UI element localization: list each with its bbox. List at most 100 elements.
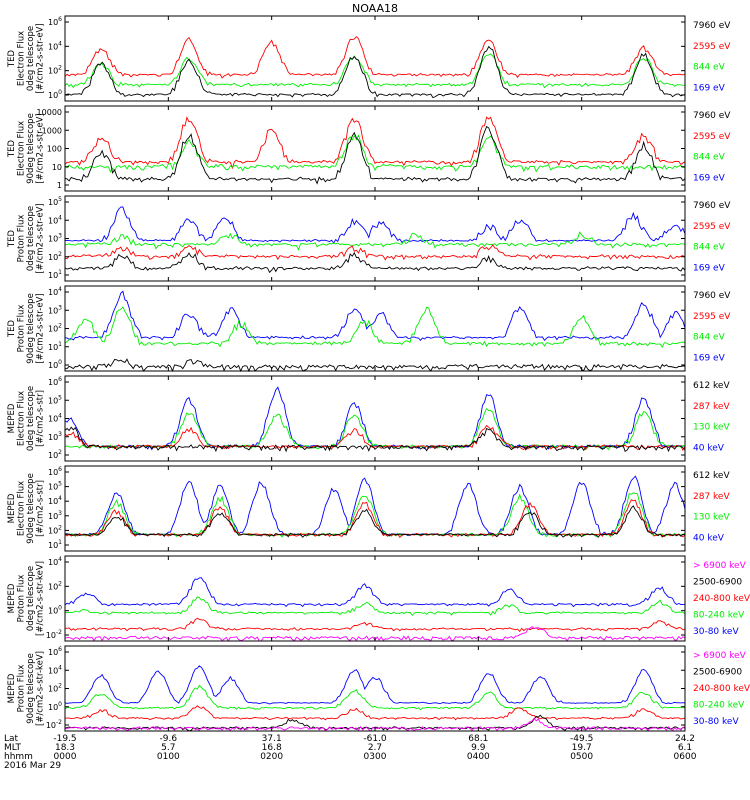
legend-entry: 130 keV — [693, 513, 730, 523]
series-black — [64, 505, 686, 538]
footer-value: 6.1 — [678, 743, 692, 753]
y-tick-label: 103 — [48, 304, 62, 315]
footer-value: 0500 — [570, 752, 593, 762]
plot-title: NOAA18 — [352, 2, 398, 15]
y-tick-label: 100 — [48, 359, 62, 370]
legend-entry: 844 eV — [693, 63, 726, 73]
legend-entry: 2595 eV — [693, 42, 731, 52]
legend-entry: 844 eV — [693, 243, 726, 253]
series-blue — [64, 386, 686, 451]
y-axis-label: TEDProton Flux90deg telescope[#/cm2-s-st… — [7, 293, 46, 364]
y-tick-label: 106 — [48, 466, 62, 477]
y-tick-label: 105 — [48, 481, 62, 492]
y-tick-label: 1 — [57, 181, 62, 190]
series-blue — [64, 290, 686, 342]
y-axis-label: MEPEDElectron Flux0deg telescope[#/cm2-s… — [7, 386, 46, 451]
legend-entry: 130 keV — [693, 423, 730, 433]
y-tick-label: 104 — [48, 495, 62, 506]
footer-value: 0100 — [157, 752, 180, 762]
series-blue — [64, 206, 686, 244]
footer-value: 37.1 — [262, 734, 282, 744]
y-tick-label: 106 — [48, 16, 62, 27]
y-tick-label: 103 — [48, 233, 62, 244]
legend-entry: 240-800 keV — [693, 594, 750, 604]
series-black — [64, 45, 686, 99]
legend-entry: 7960 eV — [693, 201, 731, 211]
y-tick-label: 104 — [48, 664, 62, 675]
y-tick-label: 10000 — [37, 108, 62, 117]
legend-entry: 169 eV — [693, 173, 726, 183]
legend-entry: 2595 eV — [693, 312, 731, 322]
y-tick-label: 102 — [48, 251, 62, 262]
y-tick-label: 103 — [48, 431, 62, 442]
legend-entry: 7960 eV — [693, 111, 731, 121]
series-green — [64, 407, 685, 451]
y-tick-label: 100 — [48, 89, 62, 100]
legend-entry: 169 eV — [693, 263, 726, 273]
legend-entry: 2500-6900 — [693, 667, 742, 677]
footer-value: 5.7 — [161, 743, 175, 753]
time-axis-footer: Lat -19.5 -9.6 37.1 -61.0 68.1 -49.5 24.2 MLT 18.… — [4, 734, 697, 771]
y-axis-label: TEDElectron Flux0deg telescope[#/cm2-s-s… — [7, 23, 46, 93]
series-red — [64, 499, 686, 538]
footer-value: -9.6 — [160, 734, 178, 744]
legend-entry: > 6900 keV — [693, 651, 747, 661]
series-red — [64, 36, 686, 79]
footer-value: -49.5 — [570, 734, 593, 744]
y-tick-label: 100 — [48, 605, 62, 616]
y-tick-label: 101 — [48, 341, 62, 352]
footer-date: 2016 Mar 29 — [4, 761, 61, 771]
legend-entry: 2500-6900 — [693, 577, 742, 587]
footer-value: 24.2 — [675, 734, 695, 744]
legend-entry: 844 eV — [693, 333, 726, 343]
series-green — [64, 596, 686, 616]
y-tick-label: 100 — [48, 701, 62, 712]
footer-value: 0200 — [260, 752, 283, 762]
footer-value: 0000 — [54, 752, 77, 762]
legend-entry: 612 keV — [693, 471, 730, 481]
legend-entry: 30-80 keV — [693, 717, 739, 727]
series-black — [64, 251, 686, 274]
y-tick-label: 102 — [48, 65, 62, 76]
y-tick-label: 103 — [48, 510, 62, 521]
series-blue — [64, 665, 686, 705]
series-red — [64, 424, 686, 452]
series-blue — [64, 475, 686, 537]
y-axis-label: MEPEDElectron Flux90deg telescope[#/cm2-… — [7, 473, 46, 544]
y-tick-label: 1000 — [42, 126, 62, 135]
series-black — [64, 125, 686, 185]
y-axis-label: TEDElectron Flux90deg telescope[#/cm2-s-… — [7, 113, 46, 184]
legend-entry: 287 keV — [693, 492, 730, 502]
series-red — [64, 116, 686, 170]
footer-value: 18.3 — [55, 743, 75, 753]
legend-entry: 169 eV — [693, 353, 726, 363]
y-tick-label: 106 — [48, 376, 62, 387]
y-tick-label: 10-2 — [46, 629, 62, 640]
series-red — [64, 705, 686, 721]
legend-entry: 40 keV — [693, 443, 725, 453]
y-tick-label: 102 — [48, 449, 62, 460]
panel-frame — [64, 375, 686, 462]
footer-value: 2.7 — [368, 743, 382, 753]
footer-value: 16.8 — [262, 743, 282, 753]
y-tick-label: 100 — [47, 145, 62, 154]
legend-entry: 30-80 keV — [693, 627, 739, 637]
legend-entry: 844 eV — [693, 153, 726, 163]
series-red — [65, 617, 686, 633]
y-tick-label: 105 — [48, 196, 62, 207]
series-green — [64, 492, 686, 538]
y-tick-label: 106 — [48, 646, 62, 657]
legend-entry: 80-240 keV — [693, 700, 745, 710]
footer-value: 0400 — [467, 752, 490, 762]
series-red — [64, 244, 686, 261]
legend-entry: 2595 eV — [693, 132, 731, 142]
y-tick-label: 105 — [48, 394, 62, 405]
y-tick-label: 101 — [48, 539, 62, 550]
footer-row-label: MLT — [4, 743, 22, 753]
legend-entry: 169 eV — [693, 83, 726, 93]
